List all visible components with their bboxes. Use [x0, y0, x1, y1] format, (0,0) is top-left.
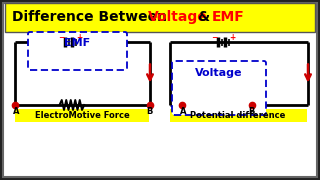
Text: A: A: [180, 107, 186, 116]
Text: Voltage: Voltage: [195, 68, 243, 78]
Text: +: +: [76, 33, 82, 42]
Text: &: &: [198, 10, 215, 24]
FancyBboxPatch shape: [28, 32, 127, 70]
Text: ElectroMotive Force: ElectroMotive Force: [35, 111, 129, 120]
Text: Potential difference: Potential difference: [190, 111, 286, 120]
Text: B: B: [146, 107, 152, 116]
Bar: [15, 109, 149, 122]
Text: EMF: EMF: [64, 38, 91, 48]
Bar: [5, 3, 315, 32]
FancyBboxPatch shape: [172, 61, 266, 115]
Text: −: −: [58, 33, 64, 42]
Text: EMF: EMF: [212, 10, 245, 24]
Text: −: −: [211, 33, 217, 42]
Text: +: +: [229, 33, 235, 42]
Text: A: A: [13, 107, 19, 116]
Text: Difference Between: Difference Between: [12, 10, 172, 24]
Text: B: B: [248, 107, 254, 116]
Text: Voltage: Voltage: [148, 10, 208, 24]
Bar: [170, 109, 307, 122]
